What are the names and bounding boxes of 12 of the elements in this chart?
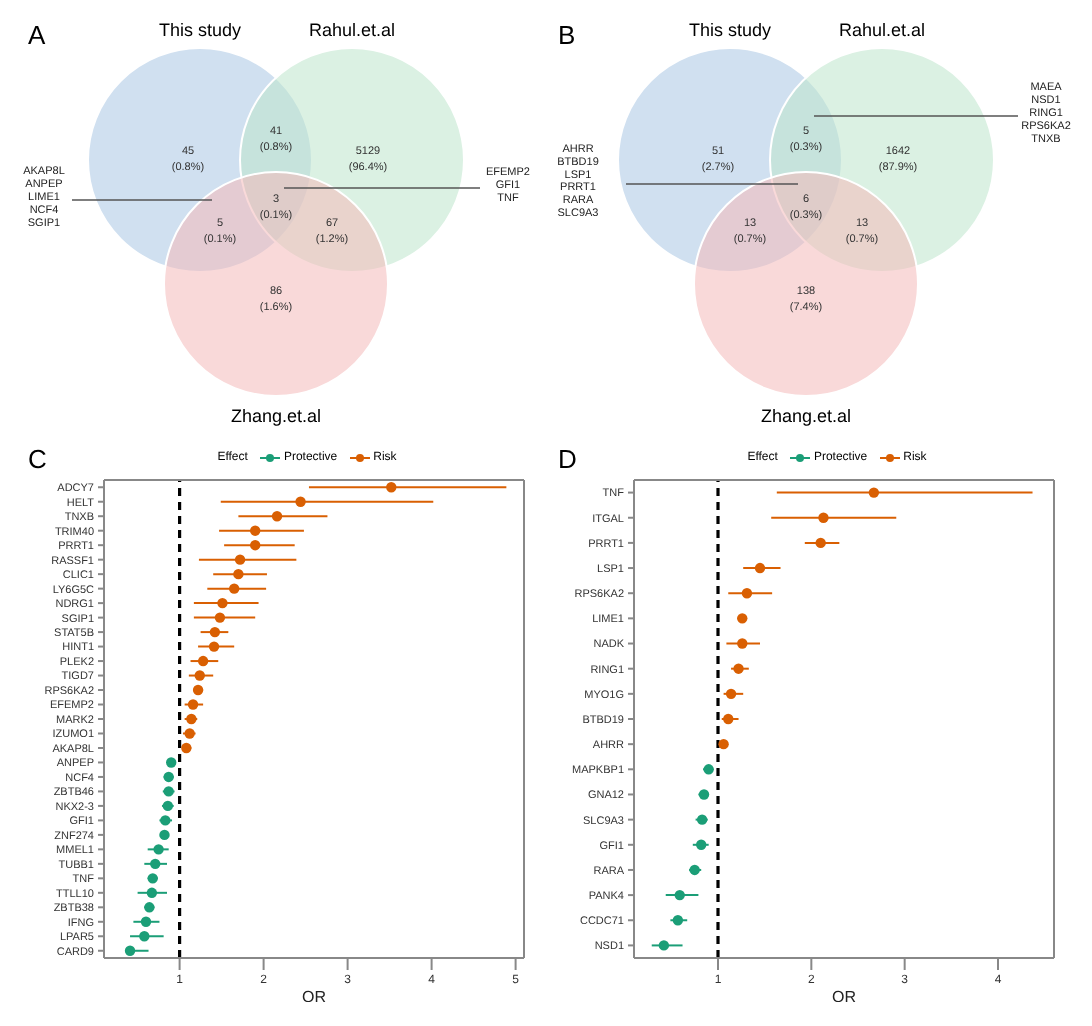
text: This study bbox=[688, 20, 773, 40]
text: Zhang.et.al bbox=[760, 406, 852, 426]
text: This study bbox=[158, 20, 243, 40]
text: Rahul.et.al bbox=[308, 20, 396, 40]
text: Rahul.et.al bbox=[838, 20, 926, 40]
x-axis-title: OR bbox=[302, 988, 327, 1006]
chart-title: D bbox=[556, 443, 579, 473]
text: Zhang.et.al bbox=[230, 406, 322, 426]
chart-title: C bbox=[26, 443, 49, 473]
x-axis-title: OR bbox=[832, 988, 857, 1006]
text: B bbox=[558, 20, 576, 50]
text: A bbox=[28, 20, 46, 50]
